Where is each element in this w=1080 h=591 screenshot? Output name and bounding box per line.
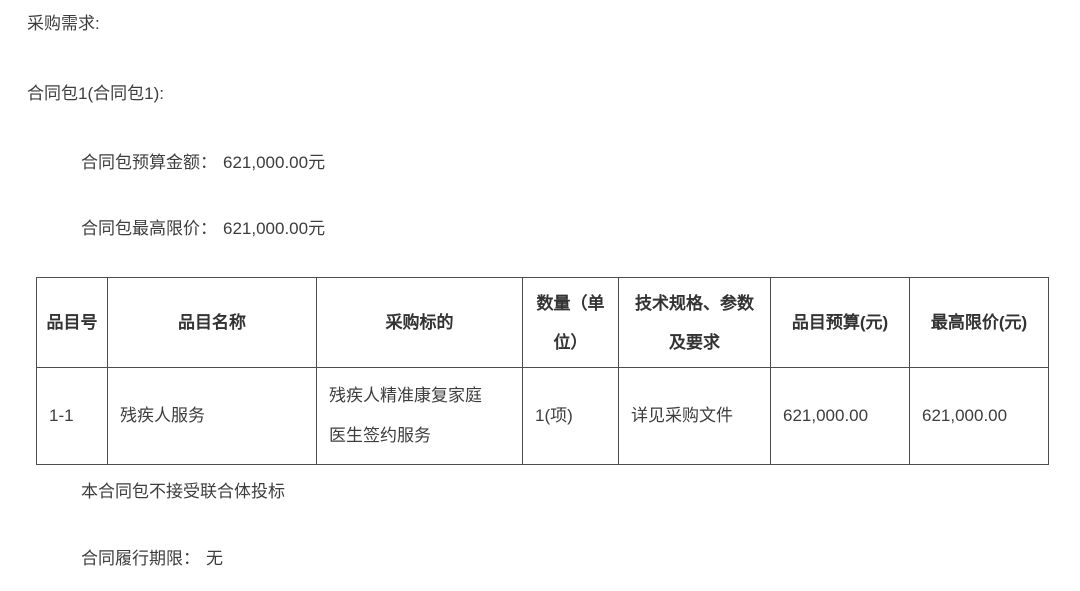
header-subject: 采购标的 xyxy=(316,277,523,368)
header-quantity: 数量（单 位） xyxy=(522,277,619,368)
header-max-price: 最高限价(元) xyxy=(909,277,1049,368)
package-budget-label: 合同包预算金额： xyxy=(81,153,217,172)
table-header-row: 品目号 品目名称 采购标的 数量（单 位） 技术规格、参数 及要求 品目预算(元… xyxy=(36,277,1049,368)
cell-item-name: 残疾人服务 xyxy=(107,367,317,465)
cell-spec: 详见采购文件 xyxy=(618,367,771,465)
package-budget-value: 621,000.00元 xyxy=(223,153,326,172)
performance-period-label: 合同履行期限： xyxy=(81,549,200,568)
cell-subject: 残疾人精准康复家庭 医生签约服务 xyxy=(316,367,523,465)
no-consortium-note: 本合同包不接受联合体投标 xyxy=(81,482,285,501)
contract-package-title: 合同包1(合同包1): xyxy=(27,84,164,103)
header-budget: 品目预算(元) xyxy=(770,277,910,368)
package-budget-field: 合同包预算金额： 621,000.00元 xyxy=(81,151,325,175)
header-item-no: 品目号 xyxy=(36,277,108,368)
procurement-items-table: 品目号 品目名称 采购标的 数量（单 位） 技术规格、参数 及要求 品目预算(元… xyxy=(36,277,1049,465)
package-max-price-label: 合同包最高限价： xyxy=(81,219,217,238)
package-max-price-field: 合同包最高限价： 621,000.00元 xyxy=(81,217,325,241)
performance-period-value: 无 xyxy=(206,549,223,568)
package-max-price-value: 621,000.00元 xyxy=(223,219,326,238)
performance-period-field: 合同履行期限： 无 xyxy=(81,547,223,571)
cell-item-no: 1-1 xyxy=(36,367,108,465)
cell-quantity: 1(项) xyxy=(522,367,619,465)
procurement-requirements-heading: 采购需求: xyxy=(27,14,100,33)
header-spec: 技术规格、参数 及要求 xyxy=(618,277,771,368)
table-row: 1-1 残疾人服务 残疾人精准康复家庭 医生签约服务 1(项) 详见采购文件 6… xyxy=(36,367,1049,465)
cell-budget: 621,000.00 xyxy=(770,367,910,465)
header-item-name: 品目名称 xyxy=(107,277,317,368)
cell-max-price: 621,000.00 xyxy=(909,367,1049,465)
